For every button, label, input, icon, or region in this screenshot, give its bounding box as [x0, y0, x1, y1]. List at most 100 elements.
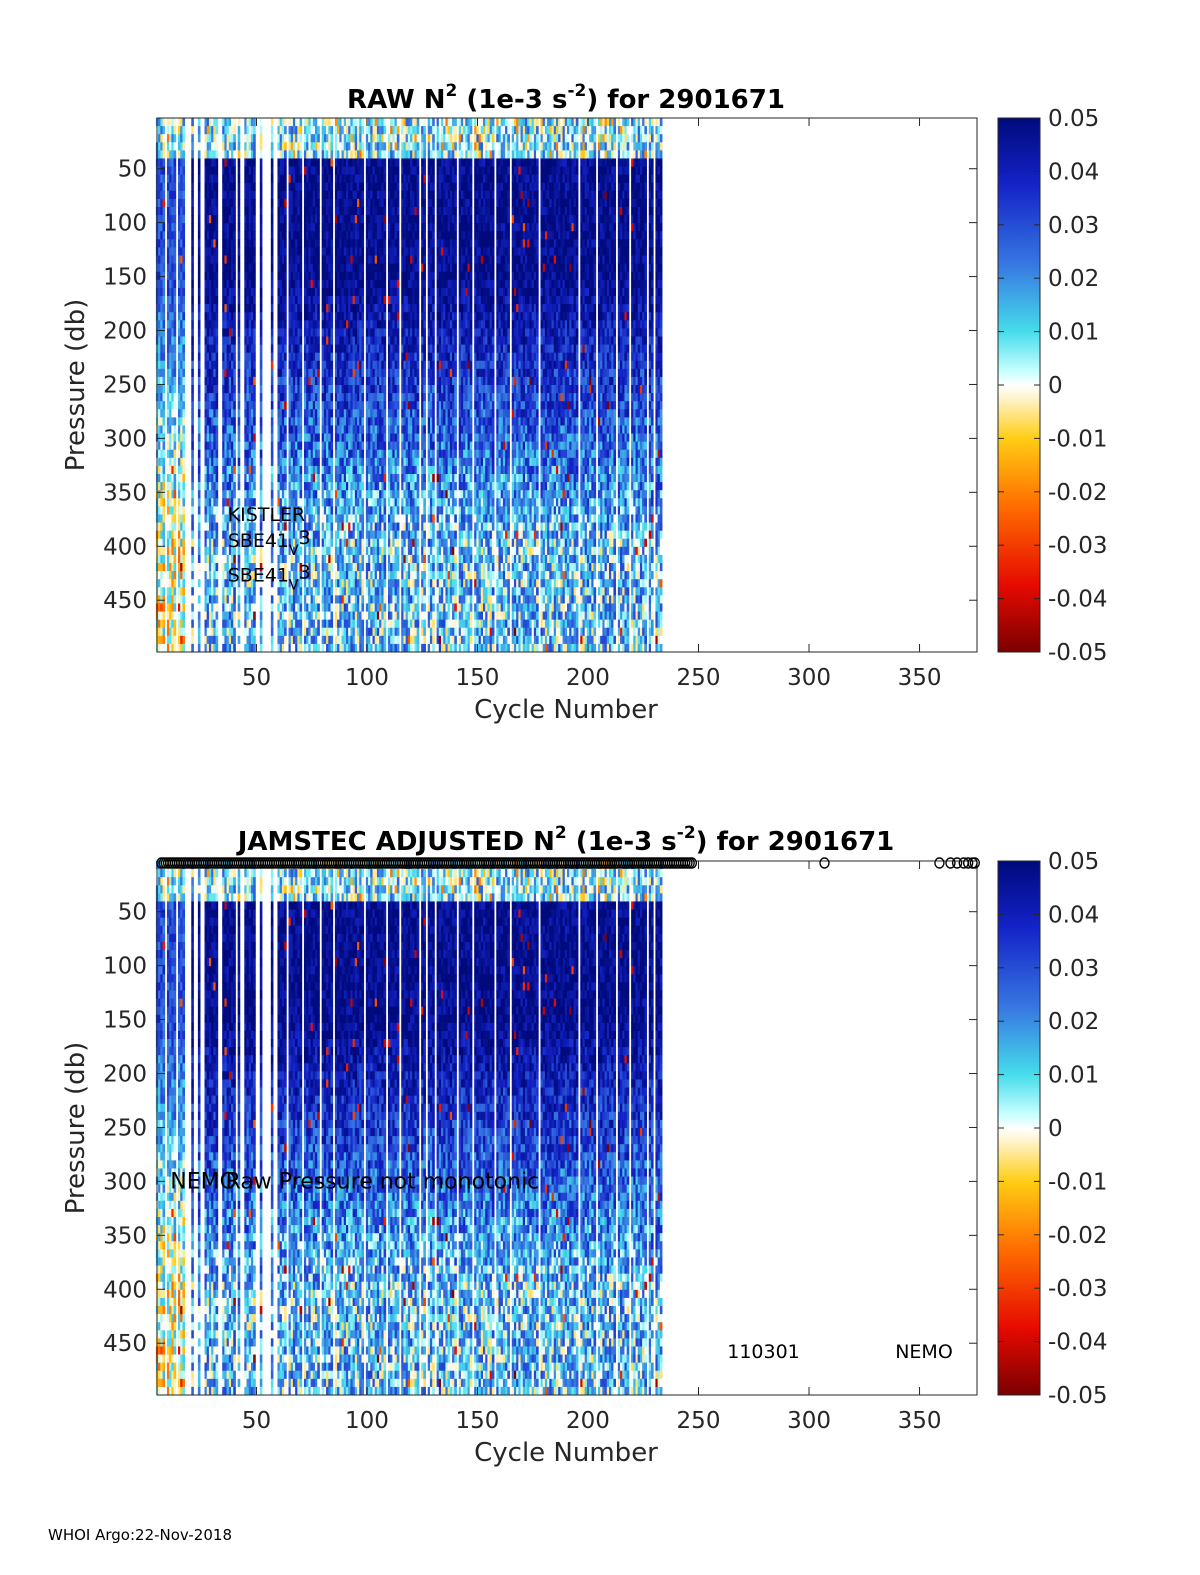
heatmap-cell: [216, 434, 219, 442]
heatmap-cell: [233, 296, 236, 304]
heatmap-cell: [284, 320, 287, 328]
heatmap-cell: [317, 272, 320, 280]
heatmap-cell: [317, 118, 320, 126]
heatmap-cell: [361, 450, 364, 458]
heatmap-cell: [233, 158, 236, 166]
heatmap-cell: [317, 223, 320, 231]
heatmap-cell: [216, 401, 219, 409]
heatmap-cell: [182, 369, 185, 377]
heatmap-cell: [271, 409, 274, 417]
heatmap-cell: [216, 644, 219, 652]
heatmap-cell: [174, 466, 177, 474]
heatmap-cell: [247, 644, 250, 652]
heatmap-cell: [337, 603, 340, 611]
heatmap-cell: [260, 264, 263, 272]
heatmap-cell: [233, 353, 236, 361]
heatmap-cell: [284, 393, 287, 401]
heatmap-cell: [216, 231, 219, 239]
heatmap-cell: [163, 401, 166, 409]
heatmap-cell: [337, 579, 340, 587]
heatmap-cell: [284, 409, 287, 417]
heatmap-cell: [300, 336, 303, 344]
heatmap-cell: [253, 361, 256, 369]
heatmap-cell: [247, 304, 250, 312]
heatmap-cell: [182, 425, 185, 433]
heatmap-cell: [238, 490, 241, 498]
heatmap-cell: [247, 393, 250, 401]
heatmap-cell: [182, 539, 185, 547]
heatmap-cell: [247, 409, 250, 417]
heatmap-cell: [216, 595, 219, 603]
heatmap-cell: [253, 296, 256, 304]
heatmap-cell: [174, 571, 177, 579]
heatmap-cell: [260, 272, 263, 280]
heatmap-cell: [233, 434, 236, 442]
heatmap-cell: [253, 393, 256, 401]
heatmap-cell: [284, 636, 287, 644]
heatmap-cell: [253, 118, 256, 126]
heatmap-cell: [300, 328, 303, 336]
heatmap-cell: [361, 393, 364, 401]
heatmap-cell: [247, 280, 250, 288]
heatmap-cell: [182, 320, 185, 328]
heatmap-cell: [284, 272, 287, 280]
heatmap-cell: [253, 458, 256, 466]
heatmap-cell: [317, 555, 320, 563]
heatmap-cell: [361, 401, 364, 409]
heatmap-cell: [163, 612, 166, 620]
heatmap-cell: [284, 490, 287, 498]
heatmap-cell: [271, 328, 274, 336]
heatmap-cell: [174, 612, 177, 620]
heatmap-cell: [216, 336, 219, 344]
heatmap-cell: [182, 377, 185, 385]
heatmap-cell: [247, 636, 250, 644]
heatmap-cell: [361, 231, 364, 239]
heatmap-cell: [271, 264, 274, 272]
heatmap-cell: [182, 547, 185, 555]
heatmap-cell: [260, 490, 263, 498]
heatmap-cell: [216, 158, 219, 166]
heatmap-cell: [361, 579, 364, 587]
heatmap-cell: [260, 450, 263, 458]
heatmap-cell: [198, 207, 201, 215]
heatmap-cell: [331, 514, 334, 522]
heatmap-cell: [253, 272, 256, 280]
heatmap-cell: [174, 458, 177, 466]
heatmap-cell: [300, 369, 303, 377]
heatmap-cell: [317, 579, 320, 587]
heatmap-cell: [198, 498, 201, 506]
heatmap-cell: [238, 150, 241, 158]
heatmap-cell: [198, 142, 201, 150]
heatmap-cell: [361, 466, 364, 474]
heatmap-cell: [361, 409, 364, 417]
heatmap-cell: [238, 482, 241, 490]
heatmap-cell: [191, 644, 194, 652]
heatmap-cell: [317, 191, 320, 199]
heatmap-cell: [271, 304, 274, 312]
heatmap-cell: [182, 288, 185, 296]
heatmap-cell: [174, 207, 177, 215]
heatmap-cell: [182, 304, 185, 312]
heatmap-cell: [271, 345, 274, 353]
heatmap-cell: [247, 247, 250, 255]
heatmap-cell: [182, 353, 185, 361]
heatmap-cell: [191, 264, 194, 272]
heatmap-cell: [191, 482, 194, 490]
heatmap-cell: [198, 393, 201, 401]
heatmap-cell: [284, 223, 287, 231]
heatmap-cell: [233, 239, 236, 247]
heatmap-cell: [174, 126, 177, 134]
heatmap-cell: [361, 239, 364, 247]
heatmap-cell: [198, 361, 201, 369]
heatmap-cell: [182, 482, 185, 490]
heatmap-cell: [198, 191, 201, 199]
heatmap-cell: [163, 409, 166, 417]
heatmap-cell: [361, 442, 364, 450]
heatmap-cell: [191, 280, 194, 288]
heatmap-cell: [198, 150, 201, 158]
heatmap-cell: [191, 563, 194, 571]
heatmap-cell: [163, 126, 166, 134]
heatmap-cell: [253, 312, 256, 320]
heatmap-cell: [284, 231, 287, 239]
heatmap-cell: [300, 353, 303, 361]
